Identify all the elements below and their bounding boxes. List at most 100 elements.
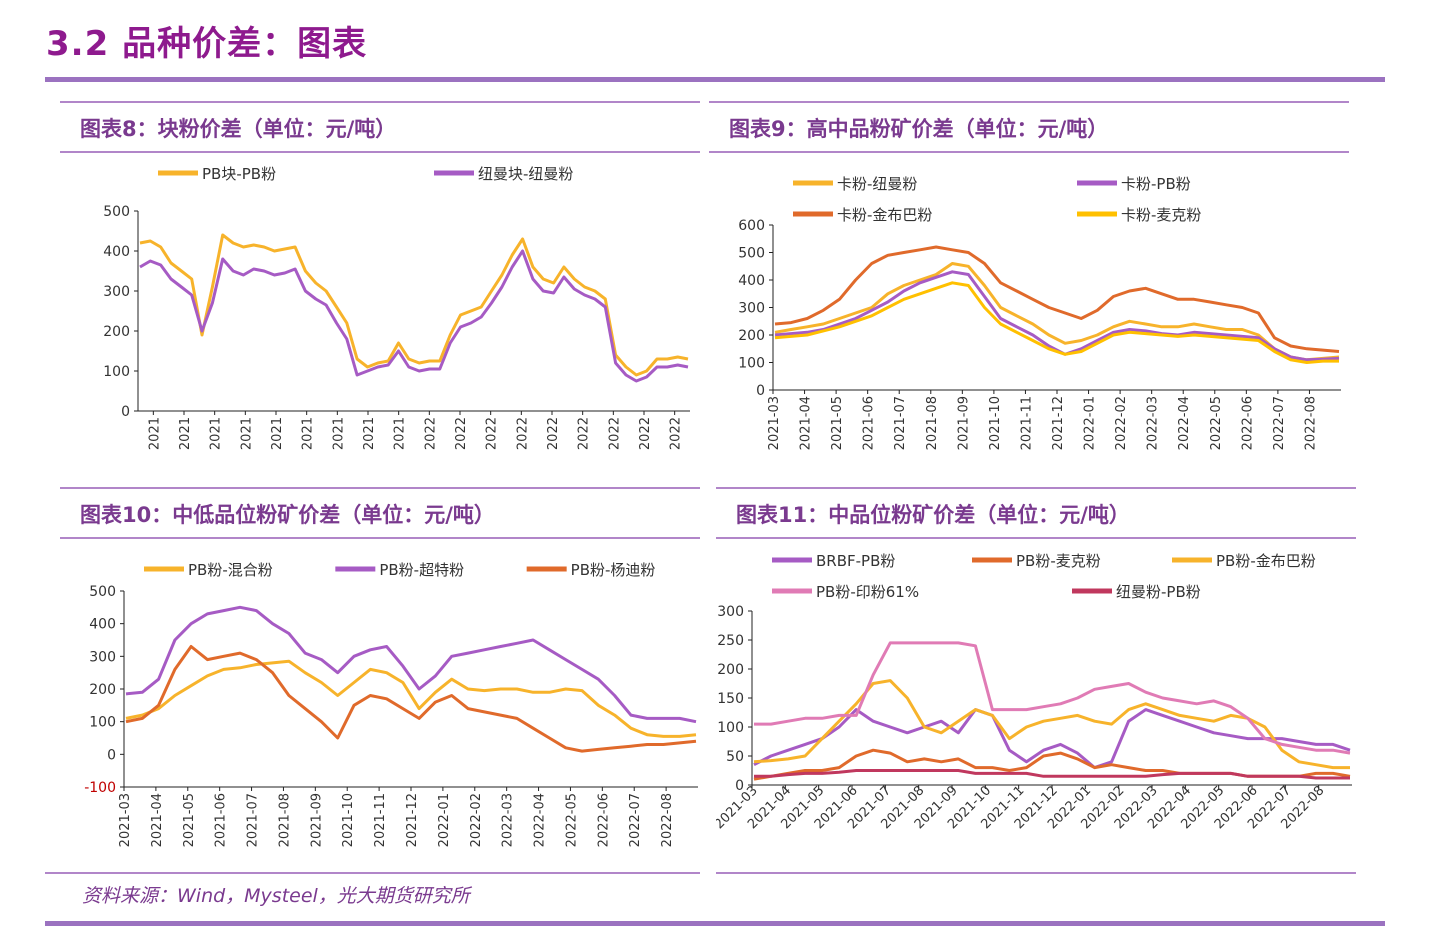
x-tick-label: 2021-10 [988, 396, 1003, 450]
x-tick-label: 2022-02 [1114, 396, 1129, 450]
series-line [754, 769, 1350, 780]
series-line [774, 270, 1340, 362]
y-tick-label: 50 [726, 749, 744, 765]
x-tick-label: 2022 [423, 417, 438, 450]
x-tick-label: 2022 [638, 417, 653, 450]
y-tick-label: 100 [103, 364, 130, 380]
legend-label: 卡粉-麦克粉 [1121, 206, 1201, 224]
x-tick-label: 2022 [454, 417, 469, 450]
bottom-divider [45, 921, 1385, 926]
legend-label: 纽曼粉-PB粉 [1116, 583, 1201, 601]
x-tick-label: 2022-05 [564, 793, 579, 847]
x-tick-label: 2021-09 [956, 396, 971, 450]
panel-header: 图表8：块粉价差（单位：元/吨） [60, 101, 700, 153]
x-tick-label: 2021 [239, 417, 254, 450]
series-line [139, 233, 689, 377]
legend-label: 卡粉-PB粉 [1121, 175, 1191, 193]
legend-label: 卡粉-金布巴粉 [837, 206, 932, 224]
y-tick-label: 400 [738, 273, 765, 289]
chart-8-svg: PB块-PB粉 纽曼块-纽曼粉 0 100 200 300 400 500 2021 2021 20… [103, 165, 690, 450]
legend-label: PB粉-混合粉 [188, 561, 273, 579]
x-tick-label: 2022 [546, 417, 561, 450]
series-line [774, 262, 1340, 362]
x-tick-label: 2021-05 [830, 396, 845, 450]
x-tick-label: 2021-08 [925, 396, 940, 450]
y-tick-label: 300 [89, 649, 116, 665]
x-tick-label: 2022 [485, 417, 500, 450]
panel-title: 图表10：中低品位粉矿价差（单位：元/吨） [80, 503, 495, 527]
legend-label: 纽曼块-纽曼粉 [478, 165, 573, 183]
x-tick-label: 2021-11 [1019, 396, 1034, 450]
series-line [139, 249, 689, 383]
x-tick-label: 2021-12 [1051, 396, 1066, 450]
y-tick-label: 0 [735, 778, 744, 794]
panel-title: 图表9：高中品粉矿价差（单位：元/吨） [729, 117, 1109, 141]
y-tick-label: 200 [89, 682, 116, 698]
y-tick-label: -100 [84, 780, 116, 796]
legend-label: 卡粉-纽曼粉 [837, 175, 917, 193]
panel-header: 图表10：中低品位粉矿价差（单位：元/吨） [60, 487, 700, 539]
y-tick-label: 400 [103, 244, 130, 260]
y-tick-label: 100 [89, 715, 116, 731]
x-tick-label: 2022 [577, 417, 592, 450]
y-tick-label: 500 [89, 584, 116, 600]
y-tick-label: 200 [738, 328, 765, 344]
y-tick-label: 400 [89, 617, 116, 633]
x-tick-label: 2021 [393, 417, 408, 450]
x-tick-label: 2021-10 [341, 793, 356, 847]
y-tick-label: 100 [738, 356, 765, 372]
y-tick-label: 200 [717, 662, 744, 678]
x-tick-label: 2022-07 [628, 793, 643, 847]
x-tick-label: 2021 [331, 417, 346, 450]
x-tick-label: 2021-04 [150, 793, 165, 847]
panel-header: 图表11：中品位粉矿价差（单位：元/吨） [716, 487, 1356, 539]
top-divider [45, 77, 1385, 82]
panel-header: 图表9：高中品粉矿价差（单位：元/吨） [709, 101, 1349, 153]
section-title: 3.2 品种价差：图表 [46, 24, 368, 64]
x-tick-label: 2022-05 [1209, 396, 1224, 450]
y-tick-label: 250 [717, 633, 744, 649]
x-tick-label: 2021 [178, 417, 193, 450]
y-tick-label: 0 [121, 404, 130, 420]
series-line [753, 708, 1351, 770]
x-tick-label: 2021-03 [118, 793, 133, 847]
panel-title: 图表11：中品位粉矿价差（单位：元/吨） [736, 503, 1130, 527]
series-line [774, 281, 1339, 364]
y-tick-label: 500 [738, 246, 765, 262]
chart-10-svg: PB粉-混合粉 PB粉-超特粉 PB粉-杨迪粉 -100 0 100 200 300 400 50… [84, 561, 698, 847]
series-line [125, 605, 697, 724]
series-line [125, 645, 697, 753]
x-tick-label: 2021-07 [893, 396, 908, 450]
panel-title: 图表8：块粉价差（单位：元/吨） [80, 117, 397, 141]
x-tick-label: 2021 [301, 417, 316, 450]
series-line [774, 245, 1340, 353]
x-tick-label: 2022-06 [1240, 396, 1255, 450]
x-tick-label: 2022 [515, 417, 530, 450]
x-tick-label: 2021-06 [214, 793, 229, 847]
x-tick-label: 2021-11 [373, 793, 388, 847]
x-tick-label: 2021-03 [767, 396, 782, 450]
panel-chart-10: 图表10：中低品位粉矿价差（单位：元/吨） PB粉-混合粉 PB粉-超特粉 PB粉-… [60, 487, 700, 870]
x-tick-label: 2022-06 [596, 793, 611, 847]
legend-label: PB粉-麦克粉 [1016, 552, 1101, 570]
x-tick-label: 2022-04 [533, 793, 548, 847]
legend-label: PB粉-金布巴粉 [1216, 552, 1316, 570]
x-tick-label: 2022-01 [437, 793, 452, 847]
y-tick-label: 100 [717, 720, 744, 736]
x-tick-label: 2022-08 [1303, 396, 1318, 450]
y-tick-label: 300 [738, 301, 765, 317]
y-tick-label: 300 [717, 604, 744, 620]
x-tick-label: 2022-08 [660, 793, 675, 847]
x-tick-label: 2021-07 [246, 793, 261, 847]
x-tick-label: 2021-12 [405, 793, 420, 847]
legend-label: BRBF-PB粉 [816, 552, 895, 570]
x-tick-label: 2022-03 [1146, 396, 1161, 450]
x-tick-label: 2021 [147, 417, 162, 450]
y-tick-label: 0 [756, 383, 765, 399]
panel-chart-9: 图表9：高中品粉矿价差（单位：元/吨） 卡粉-纽曼粉 卡粉-PB粉卡粉-金布巴粉 卡… [709, 101, 1349, 471]
series-line [754, 641, 1351, 755]
y-tick-label: 0 [107, 747, 116, 763]
y-tick-label: 200 [103, 324, 130, 340]
series-line [125, 659, 697, 738]
x-tick-label: 2021-04 [799, 396, 814, 450]
